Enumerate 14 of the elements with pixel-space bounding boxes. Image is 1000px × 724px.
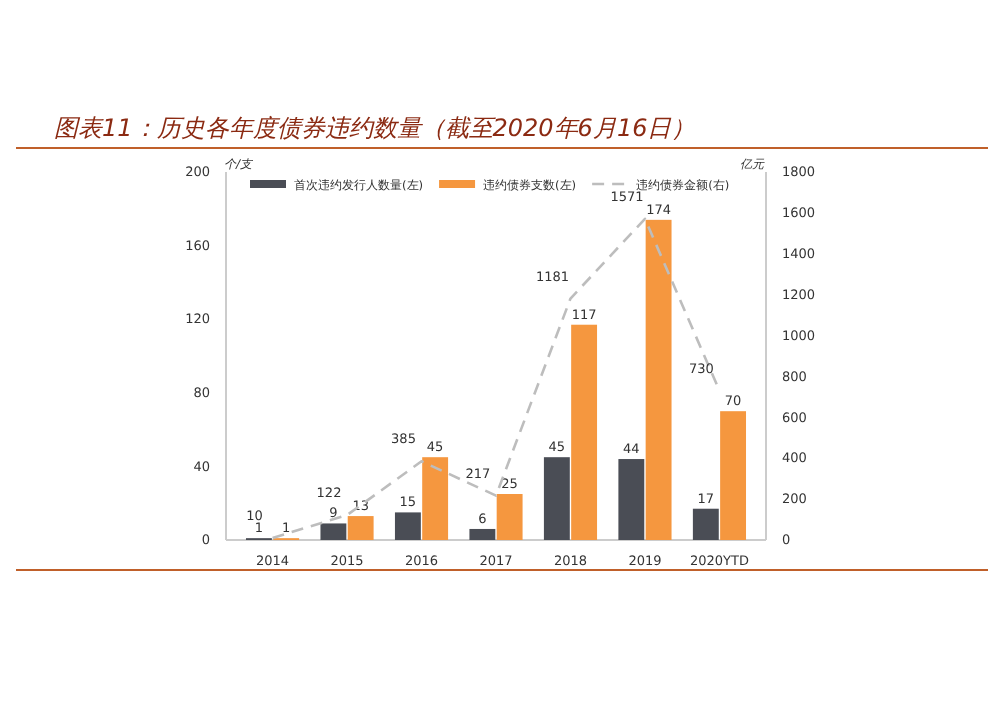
bar: [618, 459, 645, 540]
bar: [496, 494, 523, 540]
line-series: [271, 217, 721, 540]
bar: [720, 411, 747, 540]
bar: [469, 528, 496, 540]
bar: [692, 508, 719, 540]
bar: [394, 512, 421, 540]
bar: [320, 523, 347, 540]
bar: [422, 457, 449, 540]
bar: [571, 324, 598, 540]
bar: [645, 219, 672, 540]
bar: [347, 516, 374, 540]
bar: [543, 457, 570, 540]
chart-title: 图表11：历史各年度债券违约数量（截至2020年6月16日）: [54, 114, 696, 142]
